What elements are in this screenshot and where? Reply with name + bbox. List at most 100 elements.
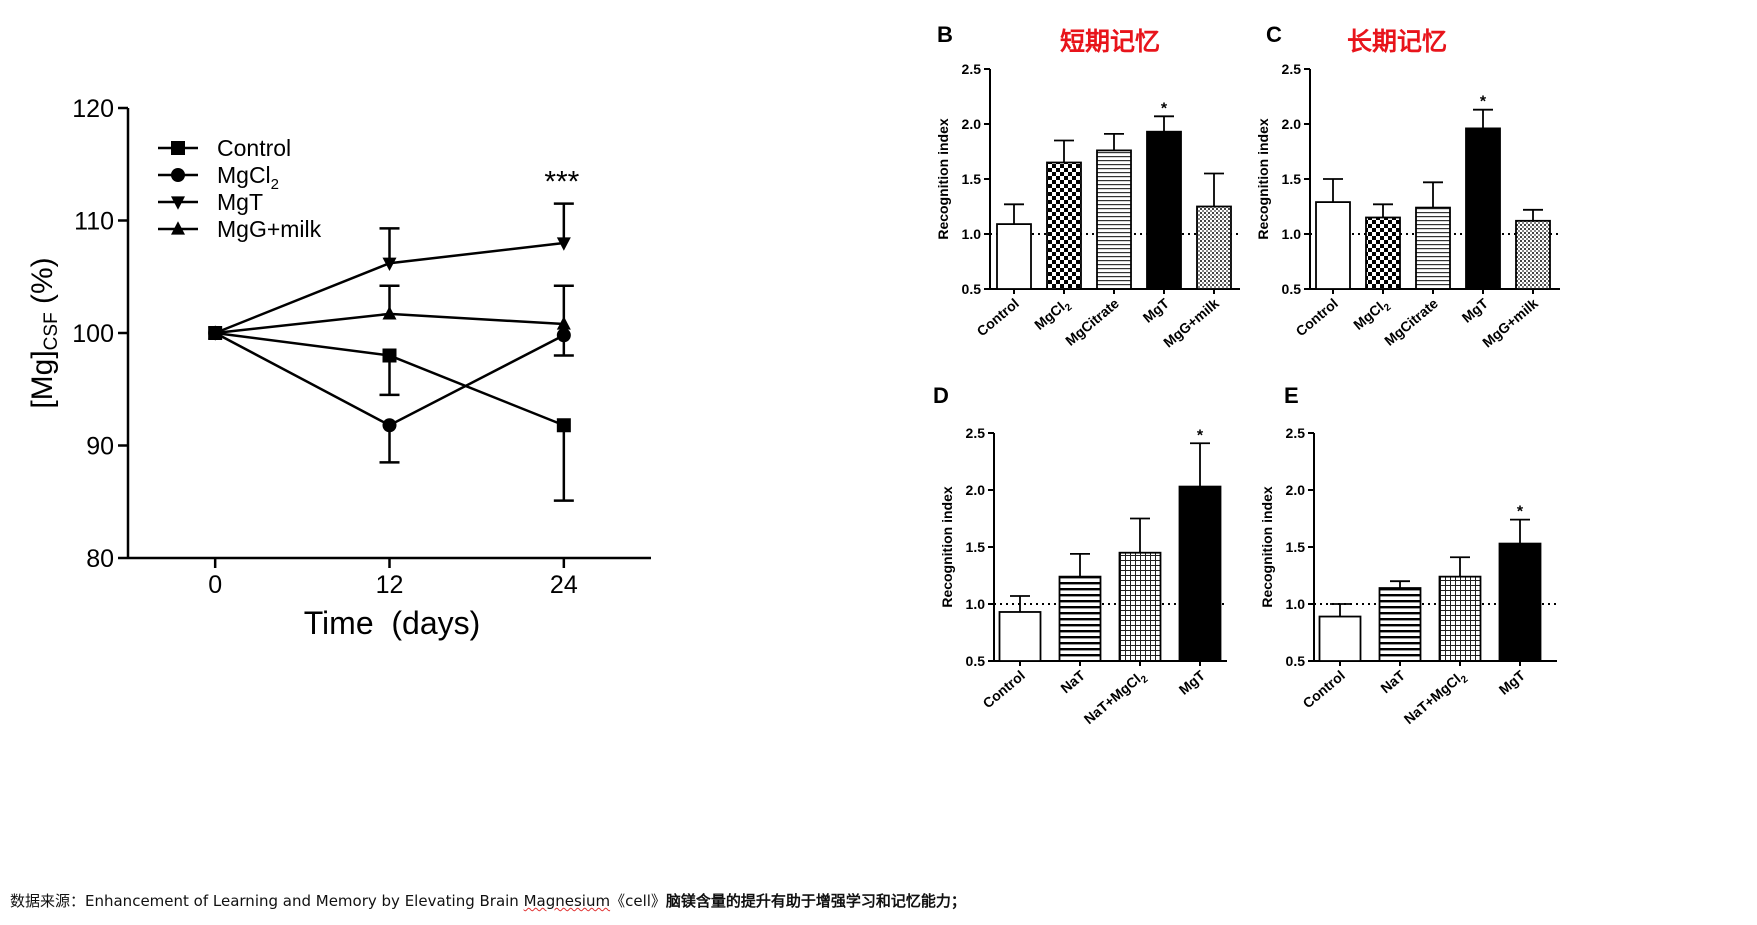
bar-nat-mgcl2 xyxy=(1118,551,1162,662)
y-tick-label: 1.5 xyxy=(1282,171,1302,187)
data-point xyxy=(382,348,397,363)
y-tick-label: 1.0 xyxy=(1286,596,1306,612)
legend-marker xyxy=(171,141,185,155)
data-point xyxy=(382,257,397,271)
y-tick-label: 1.0 xyxy=(1282,226,1302,242)
x-tick-label: 12 xyxy=(376,571,404,599)
y-tick-label: 1.5 xyxy=(1286,539,1306,555)
y-tick-label: 2.0 xyxy=(1282,116,1302,132)
bar-mgcl2 xyxy=(1365,216,1401,290)
y-tick-label: 2.0 xyxy=(966,482,986,498)
significance-marker: * xyxy=(1161,100,1168,117)
significance-annotation: *** xyxy=(544,165,579,198)
panel-letter: D xyxy=(933,383,949,408)
source-note-conclusion: 脑镁含量的提升有助于增强学习和记忆能力； xyxy=(665,892,966,910)
y-tick-label: 2.0 xyxy=(1286,482,1306,498)
bar-mgt xyxy=(1465,127,1501,290)
source-note-underlined: Magnesium xyxy=(523,892,611,910)
x-tick-label: Control xyxy=(980,667,1028,711)
y-axis-label: [Mg]CSF (%) xyxy=(26,257,62,408)
x-tick-label: NaT xyxy=(1057,667,1088,697)
data-point xyxy=(556,316,571,330)
bar-control xyxy=(1318,615,1362,662)
series-mgg-milk xyxy=(208,284,574,339)
y-axis-label: Recognition index xyxy=(939,486,955,608)
y-tick-label: 2.5 xyxy=(1286,425,1306,441)
bar-control xyxy=(998,611,1042,662)
data-point xyxy=(382,306,397,320)
long-term-memory-bar-chart: C 长期记忆 Recognition index 0.5 1.0 1.5 2.0 2.5 Con… xyxy=(1255,22,1560,351)
y-tick-label: 0.5 xyxy=(1282,281,1302,297)
y-tick-label: 1.0 xyxy=(962,226,982,242)
bar-mgcitrate xyxy=(1096,149,1132,290)
x-tick-label: NaT xyxy=(1377,667,1408,697)
data-point xyxy=(556,328,571,343)
panel-d-bar-chart: D Recognition index 0.5 1.0 1.5 2.0 2.5 Control… xyxy=(933,383,1227,730)
bar-nat xyxy=(1058,575,1102,662)
legend-marker xyxy=(171,196,185,210)
y-axis-label: Recognition index xyxy=(935,118,951,240)
y-tick-label: 100 xyxy=(72,320,114,348)
x-tick-label: MgCl2 xyxy=(1350,295,1394,336)
y-tick-label: 0.5 xyxy=(962,281,982,297)
x-tick-label: MgT xyxy=(1496,667,1529,698)
source-note-prefix: 数据来源：Enhancement of Learning and Memory … xyxy=(10,892,524,910)
y-tick-label: 1.0 xyxy=(966,596,986,612)
bar-mgg-milk xyxy=(1515,219,1551,290)
x-tick-label: NaT+MgCl2 xyxy=(1081,667,1151,730)
source-note: 数据来源：Enhancement of Learning and Memory … xyxy=(10,890,966,911)
y-tick-label: 110 xyxy=(74,208,114,236)
panel-letter: E xyxy=(1284,383,1299,408)
series-mgt xyxy=(208,202,574,341)
source-note-journal: 《cell》 xyxy=(610,892,666,910)
y-tick-label: 2.0 xyxy=(962,116,982,132)
data-point xyxy=(382,418,397,433)
figure-canvas: [Mg]CSF (%) Time (days) 80 90 100 110 120 0 12… xyxy=(26,22,1560,730)
panel-title: 长期记忆 xyxy=(1347,28,1447,56)
x-tick-label: MgCitrate xyxy=(1381,295,1441,349)
data-point xyxy=(556,418,571,433)
legend-marker xyxy=(171,221,185,235)
y-tick-label: 0.5 xyxy=(1286,653,1306,669)
legend-label: MgT xyxy=(217,189,263,215)
y-tick-label: 90 xyxy=(86,433,114,461)
x-tick-label: MgG+milk xyxy=(1160,295,1222,351)
legend-marker xyxy=(171,168,185,182)
significance-marker: * xyxy=(1197,427,1204,444)
bar-nat xyxy=(1378,587,1422,662)
data-point xyxy=(556,237,571,251)
y-tick-label: 1.5 xyxy=(962,171,982,187)
bar-mgt xyxy=(1178,485,1222,662)
x-tick-label: 24 xyxy=(550,571,578,599)
significance-marker: * xyxy=(1480,94,1487,111)
x-tick-label: Control xyxy=(1293,295,1341,339)
bar-control xyxy=(996,223,1032,290)
x-tick-label: MgG+milk xyxy=(1479,295,1541,351)
legend-label: MgCl2 xyxy=(217,162,279,193)
y-tick-label: 0.5 xyxy=(966,653,986,669)
bar-mgt xyxy=(1146,130,1182,290)
x-tick-label: MgT xyxy=(1459,295,1492,326)
bar-nat-mgcl2 xyxy=(1438,575,1482,662)
y-tick-label: 120 xyxy=(72,95,114,123)
panel-letter: C xyxy=(1266,22,1282,47)
x-tick-label: Control xyxy=(974,295,1022,339)
y-tick-label: 2.5 xyxy=(962,61,982,77)
x-tick-label: MgCitrate xyxy=(1062,295,1122,349)
bar-mgt xyxy=(1498,542,1542,662)
x-tick-label: MgT xyxy=(1140,295,1173,326)
y-tick-label: 2.5 xyxy=(1282,61,1302,77)
y-tick-label: 1.5 xyxy=(966,539,986,555)
x-axis-label: Time (days) xyxy=(304,605,481,641)
series-control xyxy=(208,326,574,502)
panel-title: 短期记忆 xyxy=(1060,28,1160,56)
y-axis-label: Recognition index xyxy=(1255,118,1271,240)
bar-mgg-milk xyxy=(1196,205,1232,290)
mg-csf-line-chart: [Mg]CSF (%) Time (days) 80 90 100 110 120 0 12… xyxy=(26,95,651,641)
data-point xyxy=(208,325,223,339)
x-tick-label: MgT xyxy=(1176,667,1209,698)
bar-mgcitrate xyxy=(1415,206,1451,290)
bar-control xyxy=(1315,201,1351,290)
x-tick-label: NaT+MgCl2 xyxy=(1401,667,1471,730)
